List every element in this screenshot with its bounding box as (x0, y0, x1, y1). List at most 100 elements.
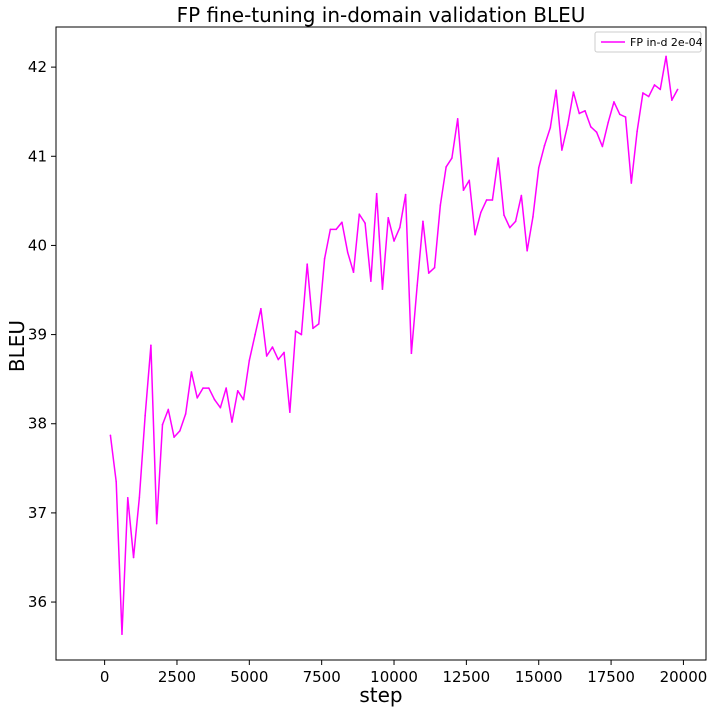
data-point (179, 430, 181, 432)
data-point (451, 157, 453, 159)
x-tick-label: 15000 (515, 668, 563, 686)
x-tick-label: 20000 (660, 668, 708, 686)
data-point (508, 226, 511, 229)
legend: FP in-d 2e-04 (594, 31, 703, 53)
legend-label: FP in-d 2e-04 (630, 36, 703, 49)
data-point (144, 414, 146, 417)
data-point (294, 330, 297, 332)
data-point (323, 258, 326, 260)
data-point (121, 633, 123, 635)
y-tick-label: 39 (28, 326, 47, 344)
plot-frame (55, 26, 707, 661)
data-point (590, 126, 592, 128)
data-point (526, 249, 528, 252)
x-tick-label: 0 (100, 668, 110, 686)
data-point (399, 226, 401, 229)
y-tick-label: 42 (28, 58, 47, 76)
data-point (167, 408, 170, 411)
data-point (422, 220, 424, 223)
data-point (578, 112, 581, 115)
data-point (549, 126, 552, 129)
x-tick-label: 5000 (230, 668, 268, 686)
data-point (219, 406, 222, 409)
x-tick-label: 12500 (443, 668, 491, 686)
data-point (260, 307, 262, 310)
data-point (433, 266, 436, 269)
data-point (370, 280, 372, 282)
data-point (653, 84, 656, 86)
data-point (346, 251, 349, 254)
data-point (566, 124, 569, 126)
data-point (109, 434, 112, 437)
x-tick-label: 10000 (370, 668, 418, 686)
data-point (161, 423, 164, 426)
data-point (236, 389, 239, 392)
data-point (184, 413, 187, 415)
data-point (132, 556, 135, 559)
data-point (225, 387, 227, 389)
data-point (630, 182, 633, 184)
data-point (393, 240, 395, 242)
data-point (404, 193, 407, 196)
data-point (647, 95, 650, 98)
data-point (514, 220, 517, 223)
y-tick-label: 40 (28, 236, 47, 254)
data-point (624, 116, 627, 118)
data-point (329, 228, 332, 231)
data-point (659, 88, 662, 91)
y-tick-label: 37 (28, 504, 47, 522)
data-point (300, 333, 303, 336)
data-point (150, 344, 152, 347)
data-point (283, 351, 285, 354)
series-line (109, 55, 679, 635)
data-point (271, 346, 274, 348)
data-point (532, 216, 534, 218)
data-point (642, 92, 644, 94)
data-point (341, 221, 343, 224)
series-layer (109, 55, 679, 635)
data-point (155, 522, 158, 525)
data-point (584, 110, 586, 112)
data-point (555, 89, 557, 92)
data-point (456, 118, 459, 120)
data-point (115, 480, 117, 483)
data-point (335, 228, 337, 231)
chart-title: FP fine-tuning in-domain validation BLEU (177, 3, 586, 27)
plot-area: 0 2500 5000 7500 10000 12500 15000 17500 20000 3… (28, 26, 707, 686)
data-point (572, 91, 575, 93)
data-point (607, 121, 609, 124)
data-point (190, 371, 193, 373)
x-axis-label: step (359, 683, 402, 707)
x-tick-label: 2500 (158, 668, 196, 686)
data-point (474, 233, 476, 236)
data-point (248, 359, 251, 362)
y-tick-label: 38 (28, 415, 47, 433)
data-point (352, 271, 355, 273)
data-point (242, 398, 245, 401)
data-point (485, 199, 488, 201)
data-point (480, 211, 482, 214)
y-axis: 36 37 38 39 40 41 42 (28, 58, 56, 611)
data-point (381, 288, 384, 290)
data-point (358, 213, 361, 216)
data-point (462, 189, 465, 191)
data-point (231, 421, 233, 423)
data-point (306, 263, 309, 265)
data-point (543, 144, 546, 147)
data-point (468, 179, 471, 182)
data-point (561, 149, 563, 151)
data-point (265, 355, 268, 357)
y-tick-label: 41 (28, 147, 47, 165)
data-point (208, 387, 210, 389)
x-tick-label: 17500 (587, 668, 635, 686)
data-point (213, 398, 216, 401)
data-point (202, 387, 204, 389)
data-point (277, 358, 280, 361)
data-point (410, 352, 413, 355)
data-point (317, 323, 320, 325)
data-point (126, 496, 129, 499)
data-point (254, 333, 256, 336)
data-point (618, 113, 621, 116)
data-point (537, 167, 540, 169)
x-axis: 0 2500 5000 7500 10000 12500 15000 17500 20000 (100, 660, 707, 686)
